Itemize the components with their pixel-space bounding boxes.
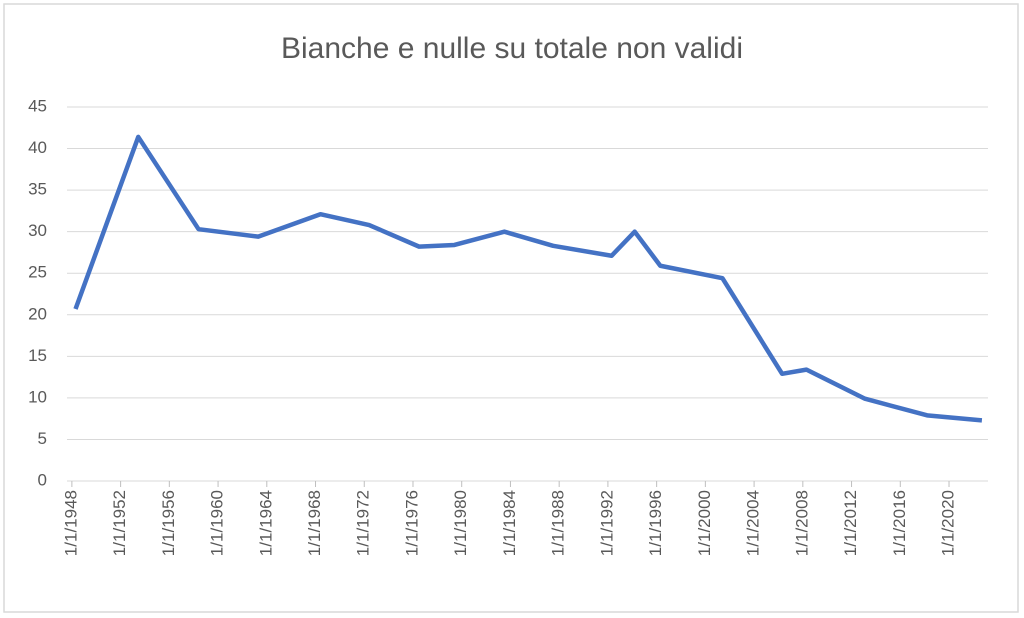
data-line [73, 134, 983, 423]
x-tick-label: 1/1/2016 [890, 490, 909, 556]
y-tick-label: 35 [28, 180, 47, 199]
x-tick-label: 1/1/2008 [792, 490, 811, 556]
y-tick-label: 15 [28, 346, 47, 365]
x-tick-label: 1/1/1968 [305, 490, 324, 556]
chart-border [3, 3, 1019, 613]
x-tick-label: 1/1/1952 [110, 490, 129, 556]
x-tick-label: 1/1/1996 [646, 490, 665, 556]
y-tick-label: 0 [38, 470, 47, 489]
y-tick-label: 20 [28, 304, 47, 323]
y-tick-label: 25 [28, 263, 47, 282]
x-tick-label: 1/1/1976 [402, 490, 421, 556]
x-tick-label: 1/1/2012 [841, 490, 860, 556]
x-tick-label: 1/1/1992 [597, 490, 616, 556]
y-tick-label: 45 [28, 96, 47, 115]
x-tick-label: 1/1/2004 [744, 490, 763, 556]
x-tick-label: 1/1/1960 [208, 490, 227, 556]
x-tick-label: 1/1/1988 [549, 490, 568, 556]
y-tick-label: 5 [38, 429, 47, 448]
x-tick-label: 1/1/1980 [451, 490, 470, 556]
x-tick-label: 1/1/1956 [159, 490, 178, 556]
x-tick-label: 1/1/2000 [695, 490, 714, 556]
x-tick-label: 1/1/1948 [61, 490, 80, 556]
x-tick-label: 1/1/1964 [256, 490, 275, 556]
chart-title: Bianche e nulle su totale non validi [281, 32, 743, 65]
y-tick-label: 10 [28, 387, 47, 406]
x-tick-label: 1/1/2020 [939, 490, 958, 556]
y-tick-label: 40 [28, 138, 47, 157]
x-tick-label: 1/1/1984 [500, 490, 519, 556]
y-tick-label: 30 [28, 221, 47, 240]
x-tick-label: 1/1/1972 [354, 490, 373, 556]
